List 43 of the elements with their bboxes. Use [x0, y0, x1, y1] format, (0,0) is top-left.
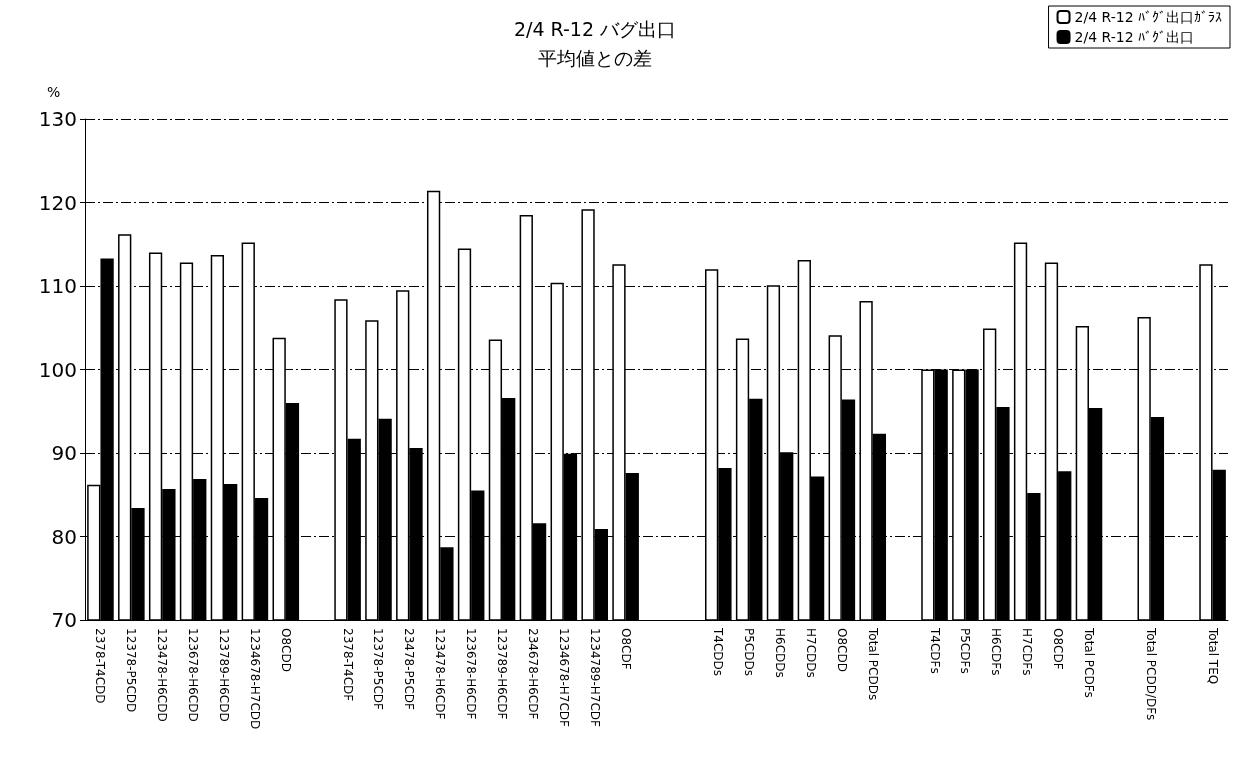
x-tick-label: T4CDFs: [927, 627, 942, 674]
x-tick-label: 123789-H6CDD: [217, 628, 232, 722]
x-tick-label: 23478-P5CDF: [402, 628, 417, 710]
chart-title: 2/4 R-12 バグ出口: [513, 17, 677, 40]
x-tick-label: O8CDF: [618, 628, 633, 670]
x-tick-label: Total PCDFs: [1081, 627, 1096, 698]
x-tick-label: Total PCDDs: [865, 627, 880, 701]
chart-subtitle: 平均値との差: [538, 46, 652, 69]
x-tick-label: O8CDD: [278, 628, 293, 672]
y-tick-label: 110: [38, 274, 77, 298]
x-tick-label: O8CDD: [834, 628, 849, 672]
legend-label: 2/4 R-12 ﾊﾞｸﾞ出口: [1074, 29, 1195, 45]
x-tick-label: 234678-H6CDF: [525, 628, 540, 720]
x-tick-label: 123678-H6CDD: [186, 628, 201, 722]
y-tick-label: 130: [38, 107, 77, 131]
x-tick-label: T4CDDs: [711, 627, 726, 677]
x-tick-label: P5CDDs: [742, 628, 757, 676]
x-tick-label: 123478-H6CDF: [433, 628, 448, 720]
x-tick-label: 123478-H6CDD: [155, 628, 170, 722]
y-tick-label: 120: [38, 190, 77, 215]
x-tick-label: 2378-T4CDF: [340, 628, 355, 702]
x-tick-label: Total PCDD/DFs: [1143, 627, 1158, 721]
x-tick-label: H7CDFs: [1020, 628, 1035, 676]
x-tick-label: H6CDFs: [989, 628, 1004, 676]
x-tick-label: 12378-P5CDD: [124, 628, 139, 713]
y-tick-label: 100: [38, 357, 77, 382]
x-tick-label: H7CDDs: [803, 628, 818, 678]
x-tick-label: H6CDDs: [773, 628, 788, 678]
x-tick-label: 1234678-H7CDD: [247, 628, 262, 730]
y-tick-label: 70: [51, 608, 77, 632]
x-tick-label: 123678-H6CDF: [464, 628, 479, 720]
x-tick-label: 123789-H6CDF: [495, 628, 510, 720]
y-tick-label: 90: [51, 441, 77, 465]
x-tick-label: 2378-T4CDD: [93, 628, 108, 704]
x-tick-label: Total TEQ: [1205, 627, 1220, 685]
x-tick-label: 12378-P5CDF: [371, 628, 386, 710]
y-tick-label: 80: [51, 524, 77, 549]
x-tick-label: 1234789-H7CDF: [587, 628, 602, 728]
x-tick-label: 1234678-H7CDF: [556, 628, 571, 728]
y-axis-title: %: [47, 84, 61, 100]
legend-label: 2/4 R-12 ﾊﾞｸﾞ出口ｶﾞﾗｽ: [1074, 9, 1223, 25]
x-tick-label: P5CDFs: [958, 628, 973, 674]
x-tick-label: O8CDF: [1051, 628, 1066, 670]
